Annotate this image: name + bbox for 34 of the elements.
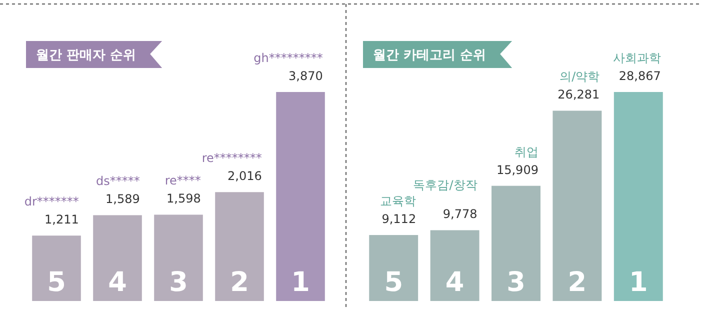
chart-title: 월간 카테고리 순위 <box>373 48 486 63</box>
annotation: 3 <box>169 267 188 298</box>
annotation: 4 <box>445 267 464 298</box>
x-tick-label: 취업 <box>514 144 538 159</box>
x-tick-label: dr******* <box>24 194 79 209</box>
x-tick-label: gh********* <box>254 51 323 65</box>
x-tick-label: re******** <box>202 151 262 166</box>
data-label: 3,870 <box>288 69 323 83</box>
annotation: 2 <box>230 267 249 298</box>
data-label: 1,598 <box>166 192 201 206</box>
chart-title: 월간 판매자 순위 <box>36 48 136 63</box>
title: 월간 카테고리 순위 <box>363 41 512 68</box>
x-tick-label: 사회과학 <box>612 51 661 65</box>
annotation: 1 <box>629 267 648 298</box>
title: 월간 판매자 순위 <box>26 41 162 68</box>
annotation: 5 <box>384 267 403 298</box>
x-tick-label: re**** <box>164 174 201 188</box>
x-tick-label: 독후감/창작 <box>413 178 478 192</box>
data-label: 2,016 <box>228 169 262 184</box>
x-tick-label: 의/약학 <box>560 70 600 84</box>
x-tick-label: 교육학 <box>380 194 416 208</box>
data-label: 1,589 <box>106 192 140 206</box>
annotation: 1 <box>291 267 310 298</box>
x-tick-label: ds***** <box>96 174 140 188</box>
data-label: 15,909 <box>496 162 538 177</box>
data-label: 9,778 <box>442 207 478 222</box>
data-label: 1,211 <box>44 212 79 227</box>
data-label: 26,281 <box>558 88 600 102</box>
data-label: 9,112 <box>382 212 416 226</box>
data-label: 28,867 <box>618 69 661 83</box>
annotation: 4 <box>108 267 127 298</box>
annotation: 5 <box>47 267 66 298</box>
annotation: 3 <box>506 267 526 298</box>
annotation: 2 <box>568 267 587 298</box>
